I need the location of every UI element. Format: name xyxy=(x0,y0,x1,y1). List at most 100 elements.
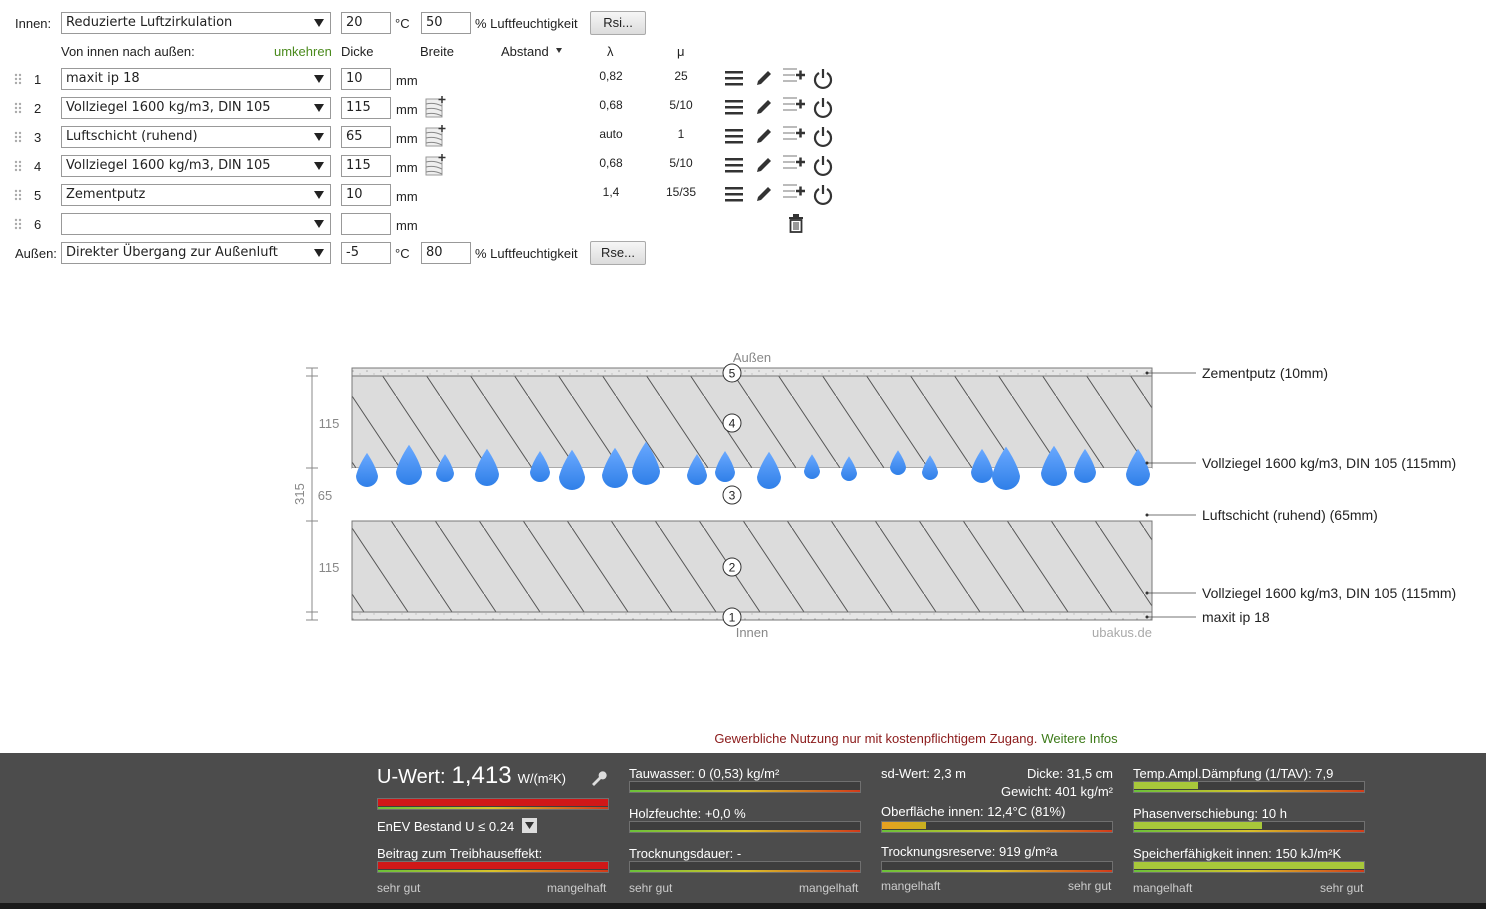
column-header: Von innen nach außen: xyxy=(61,44,195,59)
select[interactable]: Luftschicht (ruhend) xyxy=(61,126,331,148)
column-header[interactable]: Abstand xyxy=(501,44,549,59)
standard-dropdown[interactable] xyxy=(522,818,537,833)
power-icon[interactable] xyxy=(813,155,837,177)
unit: mm xyxy=(396,73,418,88)
unit: °C xyxy=(395,246,410,261)
unit: mm xyxy=(396,102,418,117)
text-input[interactable]: -5 xyxy=(341,242,391,264)
brick-icon[interactable] xyxy=(425,96,449,118)
drag-handle[interactable] xyxy=(14,73,22,85)
text-input[interactable]: 20 xyxy=(341,12,391,34)
power-icon[interactable] xyxy=(813,68,837,90)
result-text: EnEV Bestand U ≤ 0.24 xyxy=(377,819,515,834)
drop xyxy=(530,451,550,482)
brick-icon[interactable] xyxy=(425,154,449,176)
layer-caption: Vollziegel 1600 kg/m3, DIN 105 (115mm) xyxy=(1202,585,1456,601)
result-text: sd-Wert: 2,3 m xyxy=(881,766,967,781)
drag-handle[interactable] xyxy=(14,160,22,172)
layer-marker-number: 4 xyxy=(729,417,736,431)
rating-bar xyxy=(629,781,861,793)
button[interactable]: Rse... xyxy=(590,241,646,265)
select[interactable]: Reduzierte Luftzirkulation xyxy=(61,12,331,34)
drop xyxy=(971,448,993,483)
drop xyxy=(1074,448,1096,483)
add-icon[interactable] xyxy=(783,124,807,146)
add-icon[interactable] xyxy=(783,95,807,117)
drop xyxy=(396,444,422,485)
rating-fill xyxy=(1134,822,1262,829)
result-text: sehr gut xyxy=(1068,879,1112,893)
status-strip xyxy=(0,903,1486,909)
edit-icon[interactable] xyxy=(754,184,778,206)
text-input[interactable]: 10 xyxy=(341,68,391,90)
select-value: Zementputz xyxy=(66,187,146,202)
edit-icon[interactable] xyxy=(754,126,778,148)
lambda: auto xyxy=(599,127,623,141)
layer-caption: Luftschicht (ruhend) (65mm) xyxy=(1202,507,1378,523)
select[interactable]: Zementputz xyxy=(61,184,331,206)
layer-dimension: 115 xyxy=(319,416,340,431)
drop xyxy=(922,455,938,480)
text-input[interactable]: 115 xyxy=(341,97,391,119)
drop xyxy=(804,454,820,479)
select[interactable]: maxit ip 18 xyxy=(61,68,331,90)
drag-handle[interactable] xyxy=(14,218,22,230)
text-input[interactable] xyxy=(341,213,391,235)
menu-icon[interactable] xyxy=(724,184,748,206)
mu: 15/35 xyxy=(665,185,697,199)
layer-plaster xyxy=(351,367,1153,377)
result-text: Gewicht: 401 kg/m² xyxy=(1001,784,1113,799)
result-text: Trocknungsreserve: 919 g/m²a xyxy=(881,844,1058,859)
select[interactable]: Direkter Übergang zur Außenluft xyxy=(61,242,331,264)
add-icon[interactable] xyxy=(783,182,807,204)
wrench-icon[interactable] xyxy=(589,769,607,787)
notice-link[interactable]: Weitere Infos xyxy=(1041,731,1118,746)
rating-scale xyxy=(378,807,608,809)
edit-icon[interactable] xyxy=(754,68,778,90)
menu-icon[interactable] xyxy=(724,126,748,148)
power-icon[interactable] xyxy=(813,97,837,119)
reverse-link[interactable]: umkehren xyxy=(274,44,332,59)
drop xyxy=(436,454,454,482)
menu-icon[interactable] xyxy=(724,68,748,90)
rating-fill xyxy=(1134,782,1198,789)
text-input[interactable]: 115 xyxy=(341,155,391,177)
mu: 1 xyxy=(677,127,685,141)
drop xyxy=(632,441,660,485)
brick-icon[interactable] xyxy=(425,125,449,147)
text-input[interactable]: 10 xyxy=(341,184,391,206)
unit: °C xyxy=(395,16,410,31)
add-icon[interactable] xyxy=(783,66,807,88)
menu-icon[interactable] xyxy=(724,155,748,177)
button[interactable]: Rsi... xyxy=(590,11,646,35)
text-input[interactable]: 65 xyxy=(341,126,391,148)
layer-brick xyxy=(351,375,1153,469)
power-icon[interactable] xyxy=(813,184,837,206)
select[interactable] xyxy=(61,213,331,235)
drag-handle[interactable] xyxy=(14,102,22,114)
drop xyxy=(1126,448,1150,486)
select[interactable]: Vollziegel 1600 kg/m3, DIN 105 xyxy=(61,155,331,177)
rating-fill xyxy=(378,862,608,869)
drag-handle[interactable] xyxy=(14,131,22,143)
drag-handle[interactable] xyxy=(14,189,22,201)
power-icon[interactable] xyxy=(813,126,837,148)
text-input[interactable]: 50 xyxy=(421,12,471,34)
rating-scale xyxy=(882,870,1112,872)
add-icon[interactable] xyxy=(783,153,807,175)
sort-arrow xyxy=(556,48,562,53)
rating-fill xyxy=(1134,862,1364,869)
result-text: mangelhaft xyxy=(799,881,859,895)
result-text: Trocknungsdauer: - xyxy=(629,846,742,861)
select[interactable]: Vollziegel 1600 kg/m3, DIN 105 xyxy=(61,97,331,119)
trash-icon[interactable] xyxy=(786,213,810,235)
text-input[interactable]: 80 xyxy=(421,242,471,264)
dropdown-arrow xyxy=(314,19,324,27)
boundary-label: Außen: xyxy=(15,246,57,261)
layer-marker xyxy=(722,413,742,433)
menu-icon[interactable] xyxy=(724,97,748,119)
edit-icon[interactable] xyxy=(754,97,778,119)
column-header: μ xyxy=(677,44,685,59)
results-panel: U-Wert: 1,413 W/(m²K) EnEV Bestand U ≤ 0.24… xyxy=(0,753,1486,903)
edit-icon[interactable] xyxy=(754,155,778,177)
